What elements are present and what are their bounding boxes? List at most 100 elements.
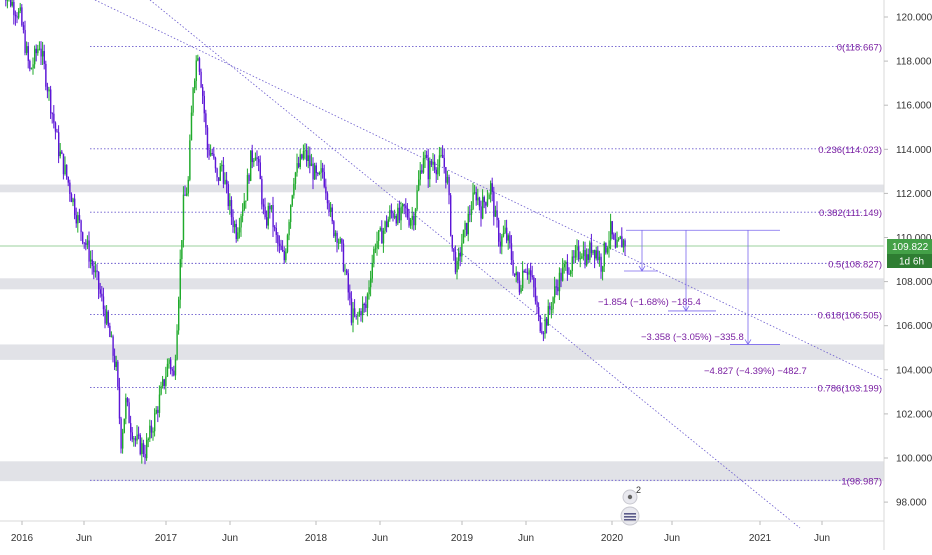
candle-body	[578, 246, 580, 260]
candle-body	[373, 249, 375, 263]
candle-body	[170, 359, 172, 370]
candle-body	[352, 308, 354, 323]
candle-body	[467, 213, 469, 235]
candle-body	[621, 236, 623, 248]
candle-body	[152, 431, 154, 433]
candle-body	[568, 273, 570, 275]
time-tick-label: 2020	[601, 533, 624, 544]
candle-body	[510, 243, 513, 260]
candle-body	[614, 239, 617, 248]
candle-body	[622, 240, 625, 248]
candle-body	[126, 398, 129, 403]
candle-body	[334, 232, 337, 237]
candle-body	[163, 379, 165, 386]
candle-body	[283, 250, 285, 261]
measure-label: −4.827 (−4.39%) −482.7	[704, 366, 807, 377]
candle-body	[624, 240, 626, 247]
candle-body	[178, 299, 180, 331]
candle-body	[557, 287, 559, 292]
candle-body	[246, 175, 249, 201]
candle-body	[546, 318, 548, 326]
candle-body	[288, 222, 290, 236]
candle-body	[10, 0, 12, 6]
candle-body	[346, 270, 348, 274]
candle-body	[451, 234, 453, 249]
candle-body	[560, 272, 562, 281]
candle-body	[274, 227, 276, 229]
candle-body	[381, 228, 383, 244]
candle-body	[78, 215, 81, 221]
candle-body	[466, 222, 468, 235]
time-tick-label: 2016	[11, 533, 34, 544]
candle-body	[421, 170, 423, 173]
candle-body	[374, 248, 377, 250]
candle-body	[261, 179, 263, 205]
time-tick-label: 2019	[451, 533, 474, 544]
candle-body	[379, 228, 381, 231]
time-tick-label: Jun	[664, 533, 680, 544]
candle-body	[456, 261, 458, 273]
price-tick-label: 110.000	[896, 233, 932, 244]
price-tick-label: 118.000	[896, 57, 932, 68]
flag-icon[interactable]	[620, 506, 640, 526]
candle-body	[86, 240, 89, 245]
candle-body	[118, 386, 121, 419]
candle-body	[106, 311, 108, 324]
candle-body	[586, 254, 588, 266]
candle-body	[75, 215, 77, 224]
alert-badge-icon[interactable]: 2	[622, 485, 641, 505]
candle-body	[83, 242, 85, 244]
price-tick-label: 98.000	[896, 498, 927, 509]
price-axis[interactable]: 98.000 100.000 102.000 104.000 106.000 108.00…	[884, 13, 932, 509]
candle-body	[218, 177, 220, 181]
candle-body	[243, 201, 245, 211]
price-tick-label: 108.000	[896, 277, 932, 288]
time-tick-label: 2021	[749, 533, 772, 544]
candle-body	[307, 155, 309, 162]
candle-body	[206, 127, 209, 150]
candle-body	[592, 250, 594, 254]
candle-body	[162, 379, 164, 387]
candle-body	[6, 0, 9, 1]
candle-body	[499, 241, 501, 247]
candle-body	[426, 154, 428, 158]
candle-body	[618, 238, 620, 240]
candle-body	[30, 68, 33, 70]
candle-body	[558, 272, 561, 292]
candle-body	[357, 315, 359, 317]
candle-body	[259, 162, 261, 180]
candle-body	[64, 164, 66, 175]
candle-body	[37, 49, 39, 54]
candle-body	[330, 207, 332, 212]
candle-body	[602, 266, 604, 272]
candle-body	[74, 198, 76, 216]
candle-body	[366, 294, 369, 308]
candle-body	[565, 262, 567, 264]
candle-body	[584, 250, 586, 266]
candle-body	[384, 221, 386, 231]
fib-level-label: 0.382(111.149)	[819, 208, 882, 219]
candle-body	[589, 242, 591, 260]
candle-body	[469, 213, 471, 215]
candle-body	[165, 376, 167, 386]
candle-body	[355, 315, 357, 317]
candle-body	[101, 293, 103, 297]
time-axis[interactable]: 2016 Jun 2017 Jun 2018 Jun 2019 Jun 2020 Jun 2021 J…	[11, 521, 830, 544]
candle-body	[349, 292, 351, 299]
candle-body	[531, 275, 533, 278]
candle-body	[318, 172, 321, 175]
candle-body	[382, 230, 385, 244]
candle-body	[338, 242, 340, 244]
candle-body	[536, 301, 538, 308]
candle-body	[490, 183, 492, 195]
candle-body	[403, 204, 405, 206]
candle-body	[99, 289, 101, 294]
candle-body	[610, 221, 612, 241]
candle-body	[315, 165, 317, 174]
candle-body	[410, 219, 412, 226]
candle-body	[280, 245, 282, 250]
candle-body	[453, 248, 455, 252]
candle-body	[134, 438, 137, 441]
candle-body	[13, 2, 15, 15]
